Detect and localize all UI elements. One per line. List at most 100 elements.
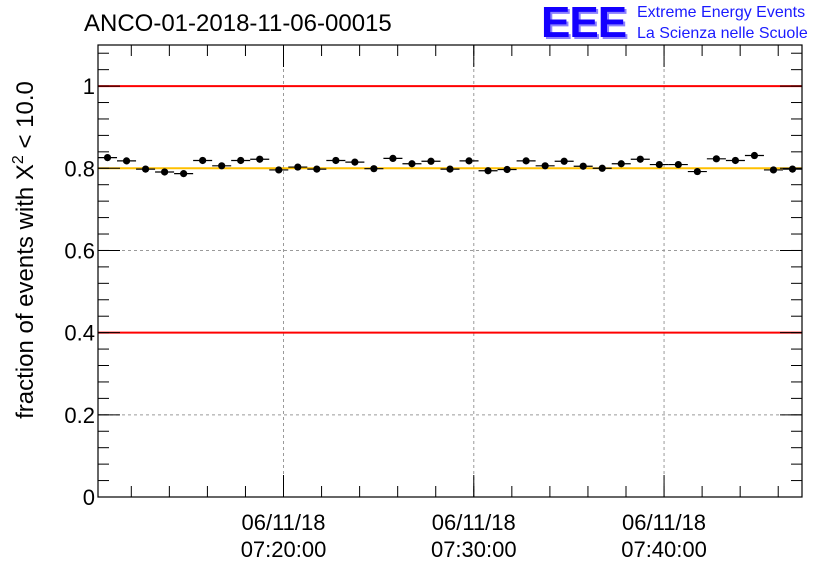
x-tick-label-time: 07:40:00: [621, 537, 707, 562]
data-point: [269, 166, 289, 174]
eee-logo-mark: EEE: [541, 0, 627, 47]
x-tick-label-time: 07:20:00: [241, 537, 327, 562]
data-point-marker: [579, 162, 587, 170]
data-point: [611, 160, 631, 168]
y-tick-label: 0.8: [64, 156, 95, 181]
data-point-marker: [522, 157, 530, 165]
data-point: [231, 156, 251, 165]
data-point-marker: [712, 155, 720, 163]
data-point: [193, 156, 213, 165]
data-point-marker: [560, 157, 568, 165]
data-point-marker: [389, 154, 397, 163]
data-point: [687, 167, 707, 176]
axes: 00.20.40.60.8106/11/1807:20:0006/11/1807…: [64, 45, 802, 562]
data-point-marker: [122, 157, 131, 165]
data-point: [136, 165, 156, 173]
data-point-marker: [731, 156, 740, 165]
data-point-marker: [750, 151, 759, 160]
data-point: [725, 156, 745, 165]
data-point-marker: [199, 156, 207, 165]
data-point: [573, 162, 593, 170]
data-point-marker: [332, 156, 340, 165]
data-point: [706, 155, 726, 163]
data-point-marker: [769, 166, 778, 174]
data-point-marker: [180, 170, 188, 178]
data-point: [516, 157, 536, 165]
data-point: [174, 170, 194, 178]
eee-logo: EEE Extreme Energy Events La Scienza nel…: [541, 0, 831, 47]
data-point-marker: [693, 167, 701, 176]
data-point-marker: [256, 155, 264, 163]
data-point-marker: [160, 168, 169, 176]
data-point-marker: [465, 157, 473, 165]
data-point: [288, 163, 308, 171]
data-point-marker: [370, 165, 378, 173]
data-point: [478, 167, 498, 175]
data-point: [744, 151, 764, 160]
data-point-marker: [351, 158, 359, 166]
x-tick-label-time: 07:30:00: [431, 537, 517, 562]
y-axis-label-suffix: < 10.0: [12, 81, 39, 155]
data-point-marker: [788, 165, 797, 173]
data-point: [117, 157, 137, 165]
data-point: [250, 155, 270, 163]
y-axis-label-superscript: 2: [10, 155, 27, 164]
data-point: [383, 154, 403, 163]
logo-text-line2: La Scienza nelle Scuole: [637, 25, 808, 42]
data-point: [497, 165, 517, 174]
data-point-marker: [103, 153, 112, 162]
data-point: [535, 162, 555, 170]
data-point-marker: [674, 160, 682, 169]
y-tick-label: 0.4: [64, 321, 95, 346]
data-points: [98, 151, 802, 178]
data-point-marker: [218, 162, 226, 170]
data-point-marker: [141, 165, 150, 173]
data-point-marker: [294, 163, 302, 171]
x-tick-label-date: 06/11/18: [622, 510, 706, 535]
data-point: [554, 157, 574, 165]
y-tick-label: 0.2: [64, 403, 95, 428]
reference-lines: [98, 85, 802, 334]
logo-text-line1: Extreme Energy Events: [637, 4, 806, 21]
data-point: [440, 165, 460, 173]
x-tick-label-date: 06/11/18: [432, 510, 516, 535]
data-point-marker: [275, 166, 283, 174]
data-point-marker: [636, 155, 644, 163]
data-point: [782, 165, 802, 173]
data-point-marker: [484, 167, 492, 175]
data-point-marker: [655, 160, 663, 169]
data-point: [155, 168, 175, 176]
plot-frame: [97, 44, 803, 498]
data-point-marker: [541, 162, 549, 170]
y-tick-label: 1: [83, 74, 95, 99]
data-point-marker: [427, 157, 435, 165]
data-point: [326, 156, 346, 165]
data-point: [649, 160, 669, 169]
data-point: [212, 162, 232, 170]
data-point: [98, 153, 118, 162]
data-point: [307, 165, 327, 173]
grid-layer: [98, 45, 802, 497]
data-point-marker: [617, 160, 625, 168]
data-point-marker: [237, 156, 245, 165]
data-point-marker: [313, 165, 321, 173]
data-point: [592, 164, 612, 172]
data-point: [421, 157, 441, 165]
data-point-marker: [408, 160, 416, 168]
y-tick-label: 0: [83, 485, 95, 510]
data-point: [459, 157, 479, 165]
data-point-marker: [503, 165, 511, 174]
y-tick-label: 0.6: [64, 238, 95, 263]
chart-title: ANCO-01-2018-11-06-00015: [84, 10, 392, 37]
data-point: [345, 158, 365, 166]
data-point: [364, 165, 384, 173]
x-tick-label-date: 06/11/18: [242, 510, 326, 535]
data-point-marker: [598, 164, 606, 172]
data-point: [668, 160, 688, 169]
data-point: [402, 160, 422, 168]
y-axis-label-prefix: fraction of events with X: [12, 164, 39, 419]
data-point: [763, 166, 783, 174]
y-axis-label: fraction of events with X2 < 10.0: [10, 81, 39, 419]
data-point-marker: [446, 165, 454, 173]
